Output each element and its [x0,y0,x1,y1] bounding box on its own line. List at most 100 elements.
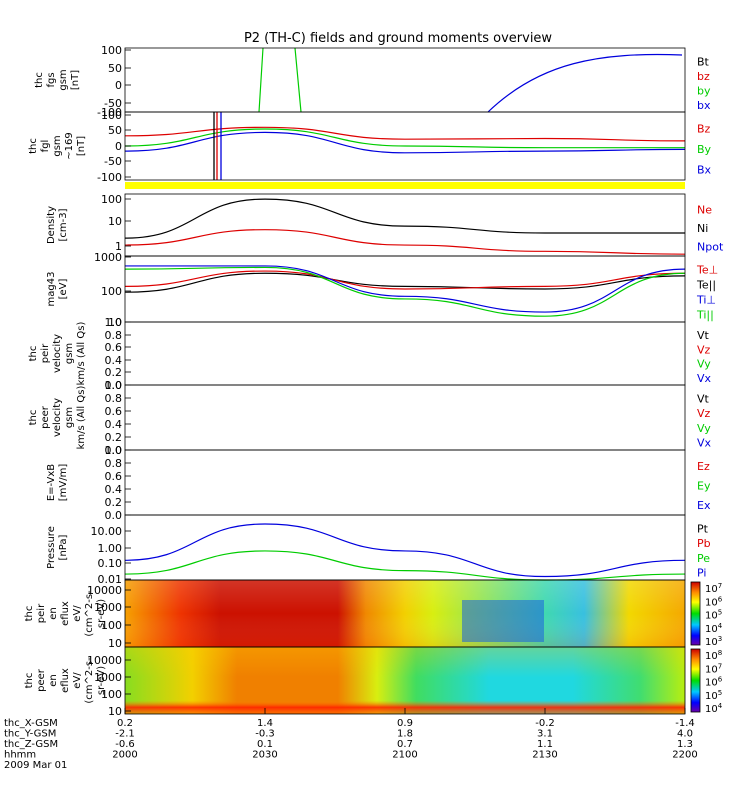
ylabel-line: Density [46,206,57,244]
ylabel-line: E=-VxB [46,464,57,501]
ytick-label: 1.0 [105,379,123,392]
ylabel-line: [eV] [58,279,69,300]
ytick-label: 0 [115,79,122,92]
legend-efield-1: Ey [697,480,711,493]
peir-spectrogram-shade [125,580,685,647]
ylabel-line: ~169 [64,132,75,159]
ylabel-line: peir [36,603,47,623]
panel-frame-density [124,193,686,257]
ytick-label: 0.01 [98,573,123,586]
series-density-Ni [124,198,685,239]
colorbar-tick: 107 [705,582,722,595]
ylabel-line: velocity [52,398,63,437]
ytick-label: 10 [108,215,122,228]
legend-peir_vel-0: Vt [697,329,710,342]
ylabel-line: velocity [52,334,63,373]
xtick-t: 2100 [392,750,417,761]
ylabel-line: thc [24,673,35,689]
xtick-y: 1.8 [397,729,413,740]
xtick-z: -0.6 [115,739,135,750]
ytick-label: 0.0 [105,509,123,522]
series-fgl-By [124,128,685,149]
series-pressure-Pe [124,550,686,581]
ytick-label: 0.0 [105,379,123,392]
ylabel-line: mag43 [46,272,57,307]
colorbar-tick: 108 [705,649,722,662]
legend-efield-2: Ex [697,499,711,512]
legend-density-1: Ni [697,222,708,235]
ylabel-line: (cm^2-s- [84,590,95,637]
ylabel-line: [mV/m] [58,464,69,502]
panel-frame-efield [124,449,686,516]
peir-colorbar [690,581,701,646]
ytick-label: 0.10 [98,557,123,570]
ytick-label: 1.00 [98,542,123,555]
colorbar-tick: 104 [705,622,723,635]
legend-peer_vel-0: Vt [697,392,710,405]
xtick-z: 0.7 [397,739,413,750]
colorbar-tick: 105 [705,689,722,702]
legend-fgs-1: bz [697,70,710,83]
legend-fgs-2: by [697,84,711,97]
legend-peer_vel-2: Vy [697,422,711,435]
ylabel-line: gsm [52,135,63,156]
peer-colorbar [690,648,701,713]
ytick-label: 10000 [87,654,122,667]
ylabel-line: sr-eV) [96,599,107,628]
legend-temp-0: Te⊥ [696,264,718,277]
ylabel-line: eV/ [72,672,83,689]
ytick-label: 0.6 [105,470,123,483]
legend-temp-3: Ti|| [696,309,714,322]
legend-density-0: Ne [697,203,712,216]
ytick-label: 0.6 [105,405,123,418]
ylabel-line: gsm [58,69,69,90]
xtick-y: 4.0 [677,729,693,740]
ylabel-line: eV/ [72,605,83,622]
ytick-label: 0.2 [105,431,123,444]
series-temp-Teparpar [124,272,686,293]
panel-frame-peer_vel [124,384,686,451]
xaxis-row-label: thc_Y-GSM [4,729,56,740]
series-density-Ne [124,229,686,255]
legend-peer_vel-1: Vz [697,407,711,420]
ytick-label: 50 [108,124,122,137]
series-fgl-Bz [124,126,686,142]
colorbar-tick: 106 [705,676,723,689]
ylabel-line: eflux [60,601,71,626]
legend-fgl-2: Bx [697,164,712,177]
ytick-label: 100 [101,688,122,701]
ylabel-line: thc [34,72,45,88]
ytick-label: 0.8 [105,392,123,405]
ytick-label: 1 [115,240,122,253]
ytick-label: 0.8 [105,329,123,342]
panel-frame-peir_vel [124,321,686,386]
legend-fgl-0: Bz [697,122,711,135]
peer-spectrogram-shade [125,647,685,714]
ytick-label: 10 [108,705,122,718]
ytick-label: 100 [101,619,122,632]
ytick-label: 0 [115,140,122,153]
ytick-label: -50 [104,155,122,168]
ytick-label: 100 [101,109,122,122]
xtick-t: 2030 [252,750,277,761]
panel-frame-fgs [124,47,686,113]
ytick-label: -100 [97,171,122,184]
ytick-label: 100 [101,44,122,57]
ytick-label: 50 [108,62,122,75]
ylabel-line: en [48,674,59,687]
ylabel-line: peir [40,343,51,363]
ytick-label: 0.2 [105,496,123,509]
ytick-label: -50 [104,97,122,110]
xtick-t: 2130 [532,750,557,761]
legend-peir_vel-1: Vz [697,343,711,356]
xtick-z: 0.1 [257,739,273,750]
ylabel-line: gsm [64,407,75,428]
ytick-label: 0.4 [105,483,123,496]
xtick-z: 1.3 [677,739,693,750]
series-temp-Tiperp [124,265,686,313]
colorbar-tick: 107 [705,662,722,675]
legend-fgl-1: By [697,143,712,156]
colorbar-tick: 103 [705,635,722,648]
legend-peir_vel-2: Vy [697,358,711,371]
ylabel-line: thc [24,606,35,622]
